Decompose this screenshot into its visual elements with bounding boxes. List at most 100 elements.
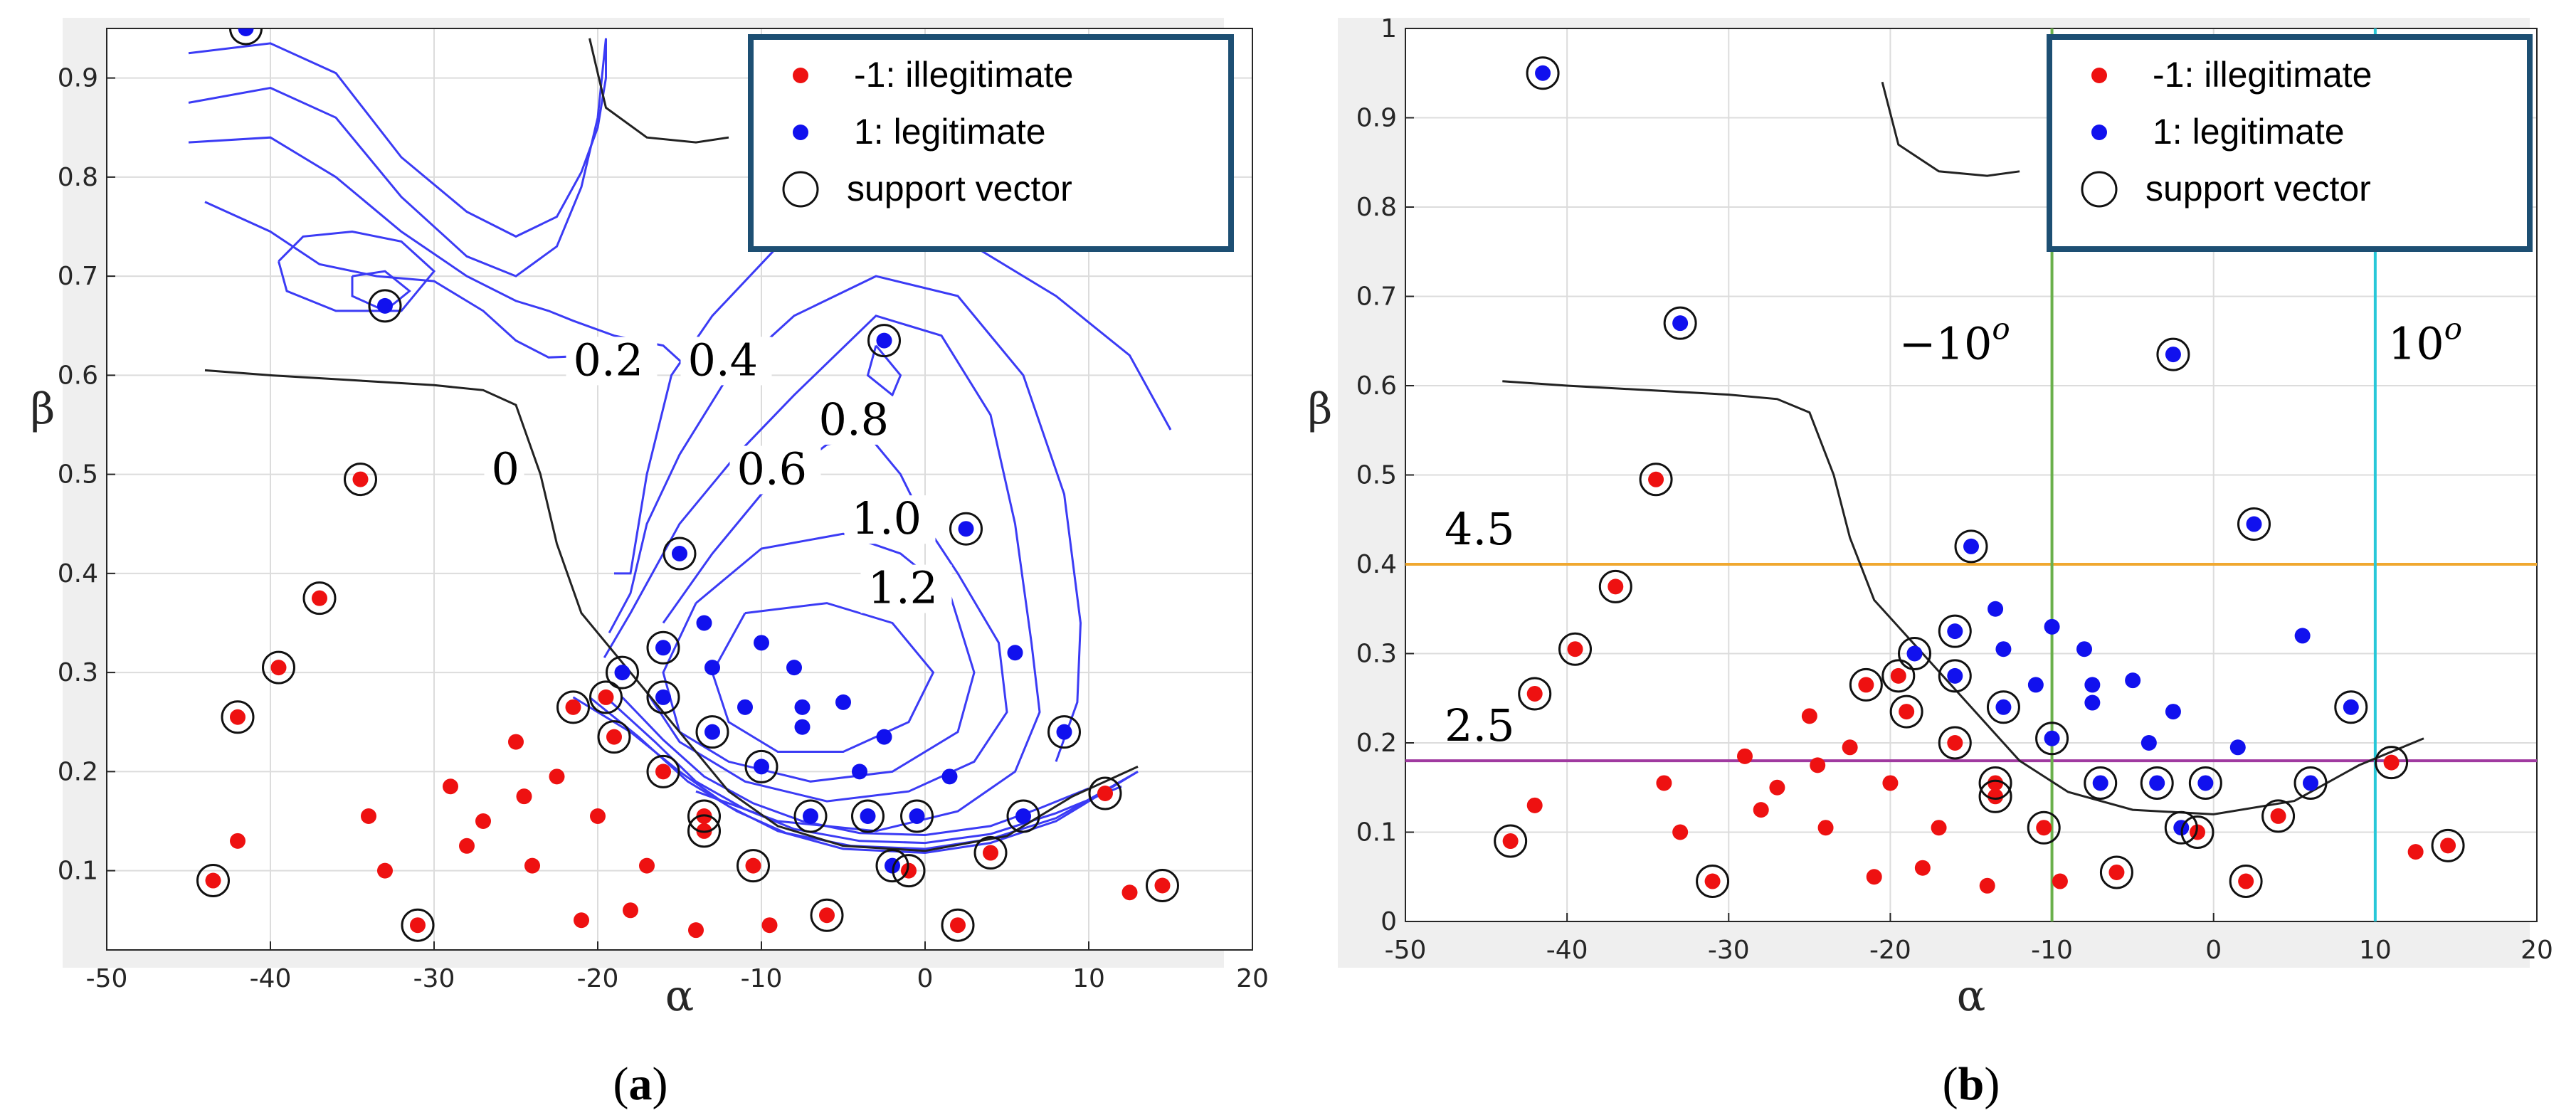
illegitimate-point [230,833,246,849]
contour-label-bg [729,445,821,495]
support-vector-marker [344,463,377,497]
support-vector-marker [1978,779,2012,813]
x-tick-label: -20 [1869,936,1911,965]
legitimate-point [1015,808,1031,825]
legend-marker-legitimate [793,125,808,140]
support-vector-marker [687,799,721,833]
support-vector-marker [2180,815,2215,849]
decision-boundary-top [1881,81,2020,177]
illegitimate-point [2440,838,2456,854]
legitimate-point [803,808,818,825]
support-vector-marker [1558,632,1592,666]
support-vector-marker [2229,865,2263,899]
y-tick-label: 0 [1381,907,1397,936]
legend-entry: 1: legitimate [2153,112,2345,152]
support-vector-marker [851,799,885,833]
contour-label: 1.0 [852,492,922,544]
legend-marker-illegitimate [793,68,808,83]
y-tick-label: 0.2 [1356,729,1397,758]
legitimate-point [1995,641,2012,657]
support-vector-marker [196,864,230,898]
illegitimate-point [574,912,589,929]
illegitimate-point [1988,775,2004,791]
legitimate-point [2303,775,2318,791]
legend-marker-illegitimate [2091,68,2107,83]
support-vector-marker [2084,766,2118,800]
caption-open: ( [1943,1058,1958,1110]
support-vector-marker [646,754,680,788]
legitimate-point [860,808,876,825]
support-vector-marker [2035,722,2069,756]
legitimate-point [754,759,769,775]
caption-letter: a [629,1058,653,1110]
support-vector-marker [1938,614,1972,648]
legend-entry: -1: illegitimate [854,55,1073,95]
legitimate-point [876,729,892,745]
illegitimate-point [475,813,491,829]
chart-panel-b: -50 -40 -30 -20 -10 0 10 20 0 0.1 0.2 0.3 0.4 0.5 0.6 0… [1308,14,2553,1110]
illegitimate-point [2238,873,2254,889]
legitimate-point [1056,724,1072,740]
illegitimate-point [2407,844,2424,860]
support-vector-marker [2431,828,2465,862]
legitimate-point [1672,315,1689,332]
illegitimate-point [639,857,655,874]
illegitimate-point [1608,579,1624,595]
illegitimate-point [410,917,426,934]
support-vector-marker [2156,337,2190,371]
illegitimate-point [1979,877,1995,894]
angle-label: 10o [2388,311,2462,369]
legitimate-point [835,694,851,710]
support-vector-marker [401,908,435,942]
legitimate-point [2092,775,2108,791]
illegitimate-point [2108,864,2125,880]
decision-boundary-top [588,38,729,144]
legend-entry: -1: illegitimate [2153,55,2372,95]
support-vector-marker [262,650,295,685]
contour-line [204,201,598,359]
support-vector-marker [1639,463,1673,497]
support-vector-marker [606,655,639,690]
illegitimate-point [1526,797,1543,813]
support-vector-marker [589,680,623,714]
illegitimate-point [598,689,614,705]
support-vector-marker [1006,799,1040,833]
x-tick-label: 10 [1072,964,1105,993]
legitimate-point [958,521,974,537]
legitimate-point [852,764,867,780]
legitimate-point [1906,645,1923,662]
y-tick-label: 0.9 [58,64,98,93]
illegitimate-point [352,471,369,487]
support-vector-marker [2293,766,2328,800]
caption-close: ) [653,1058,668,1110]
support-vector-marker [1526,56,1560,90]
illegitimate-point [950,917,966,934]
support-vector-marker [646,630,680,665]
illegitimate-point [688,922,704,939]
y-tick-label: 0.1 [58,857,98,886]
illegitimate-point [983,845,998,861]
legitimate-point [2246,516,2262,532]
illegitimate-point [1648,471,1664,487]
y-axis-label: β [1308,384,1333,434]
legend-entry: 1: legitimate [854,112,1046,152]
x-tick-label: -50 [1385,936,1427,965]
x-axis-label: α [665,971,695,1021]
legitimate-point [655,689,671,705]
illegitimate-point [1890,667,1906,684]
support-vector-marker [1889,694,1923,729]
support-vector-marker [302,581,337,616]
angle-label-value: 10 [2388,317,2444,369]
support-vector-marker [368,289,402,323]
legitimate-point [1535,65,1551,81]
illegitimate-point [1914,860,1931,876]
support-vector-marker [1898,637,1931,670]
illegitimate-point [1737,748,1753,764]
illegitimate-point [1656,775,1672,791]
support-vector-marker [737,849,770,883]
illegitimate-point [516,788,532,805]
contour-line [608,275,1082,762]
legend-box [2047,34,2533,252]
support-vector-marker [1849,667,1883,702]
caption-letter: b [1958,1058,1985,1110]
